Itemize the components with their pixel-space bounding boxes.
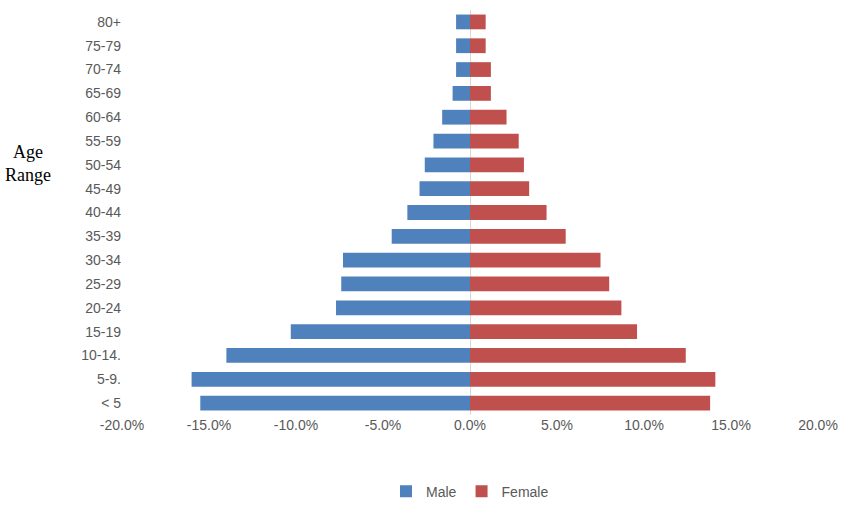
svg-text:-15.0%: -15.0% bbox=[187, 417, 231, 433]
svg-text:75-79: 75-79 bbox=[85, 38, 121, 54]
svg-text:< 5: < 5 bbox=[101, 395, 121, 411]
svg-text:55-59: 55-59 bbox=[85, 133, 121, 149]
svg-text:Female: Female bbox=[502, 484, 549, 500]
svg-text:30-34: 30-34 bbox=[85, 252, 121, 268]
svg-text:80+: 80+ bbox=[97, 14, 121, 30]
svg-text:10-14.: 10-14. bbox=[81, 347, 121, 363]
svg-text:0.0%: 0.0% bbox=[454, 417, 486, 433]
svg-text:15.0%: 15.0% bbox=[711, 417, 751, 433]
svg-text:35-39: 35-39 bbox=[85, 228, 121, 244]
svg-text:-10.0%: -10.0% bbox=[274, 417, 318, 433]
svg-text:AgeRange: AgeRange bbox=[5, 142, 51, 185]
svg-text:-5.0%: -5.0% bbox=[365, 417, 402, 433]
svg-text:50-54: 50-54 bbox=[85, 157, 121, 173]
svg-text:10.0%: 10.0% bbox=[624, 417, 664, 433]
svg-text:Male: Male bbox=[426, 484, 457, 500]
svg-text:5-9.: 5-9. bbox=[97, 371, 121, 387]
svg-text:65-69: 65-69 bbox=[85, 85, 121, 101]
svg-text:20-24: 20-24 bbox=[85, 300, 121, 316]
svg-text:25-29: 25-29 bbox=[85, 276, 121, 292]
svg-text:45-49: 45-49 bbox=[85, 181, 121, 197]
svg-text:5.0%: 5.0% bbox=[541, 417, 573, 433]
svg-text:40-44: 40-44 bbox=[85, 204, 121, 220]
svg-text:20.0%: 20.0% bbox=[798, 417, 838, 433]
svg-text:60-64: 60-64 bbox=[85, 109, 121, 125]
svg-text:15-19: 15-19 bbox=[85, 324, 121, 340]
svg-text:-20.0%: -20.0% bbox=[100, 417, 144, 433]
svg-text:70-74: 70-74 bbox=[85, 61, 121, 77]
